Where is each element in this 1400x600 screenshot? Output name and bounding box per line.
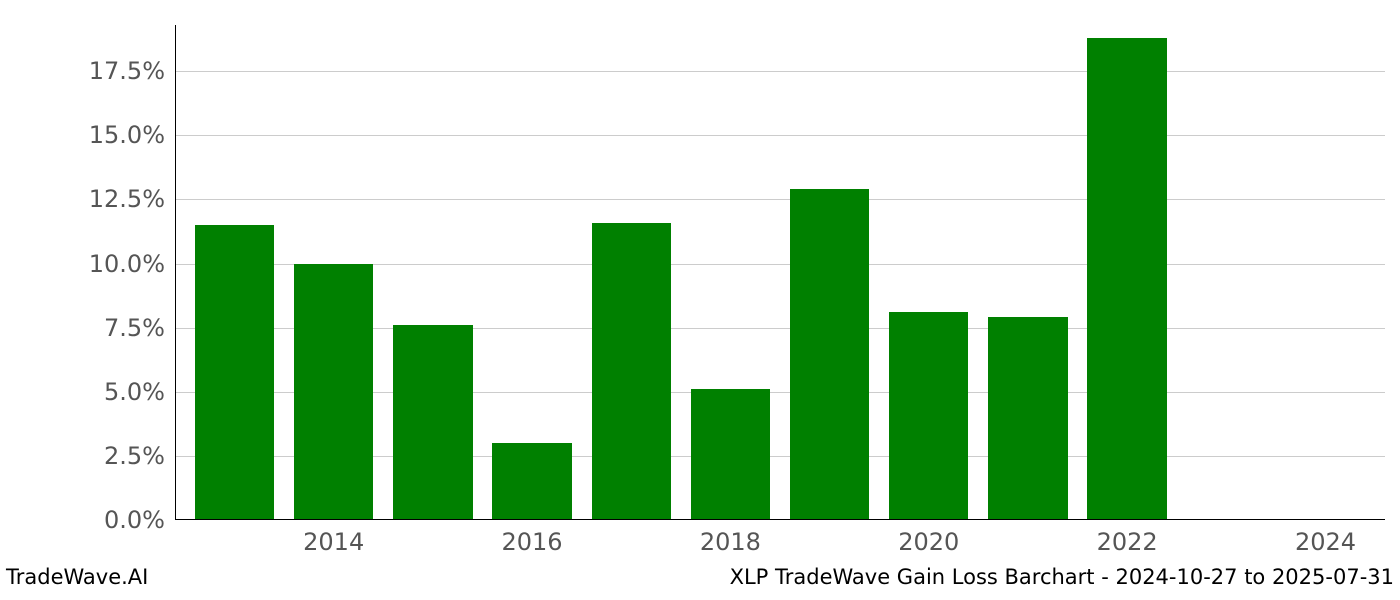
- footer-left-label: TradeWave.AI: [6, 565, 148, 589]
- bar: [592, 223, 671, 521]
- x-tick-label: 2014: [294, 528, 374, 556]
- y-tick-label: 5.0%: [75, 378, 165, 406]
- y-tick-label: 2.5%: [75, 442, 165, 470]
- bar: [393, 325, 472, 520]
- y-tick-label: 10.0%: [75, 250, 165, 278]
- x-tick-label: 2022: [1087, 528, 1167, 556]
- x-tick-label: 2018: [690, 528, 770, 556]
- bar-chart: 0.0% 2.5% 5.0% 7.5% 10.0% 12.5% 15.0% 17.5% 201…: [0, 0, 1400, 600]
- x-tick-label: 2024: [1285, 528, 1365, 556]
- bar: [889, 312, 968, 520]
- bar: [1087, 38, 1166, 520]
- x-axis-line: [175, 519, 1385, 520]
- bar: [492, 443, 571, 520]
- grid-line: [175, 71, 1385, 72]
- bar: [988, 317, 1067, 520]
- grid-line: [175, 199, 1385, 200]
- x-tick-label: 2016: [492, 528, 572, 556]
- y-axis-line: [175, 25, 176, 520]
- y-tick-label: 17.5%: [75, 57, 165, 85]
- y-tick-label: 12.5%: [75, 185, 165, 213]
- y-tick-label: 15.0%: [75, 121, 165, 149]
- footer-right-label: XLP TradeWave Gain Loss Barchart - 2024-…: [730, 565, 1394, 589]
- bar: [294, 264, 373, 520]
- plot-area: [175, 25, 1385, 520]
- y-tick-label: 0.0%: [75, 506, 165, 534]
- grid-line: [175, 135, 1385, 136]
- y-tick-label: 7.5%: [75, 314, 165, 342]
- bar: [691, 389, 770, 520]
- bar: [195, 225, 274, 520]
- x-tick-label: 2020: [889, 528, 969, 556]
- bar: [790, 189, 869, 520]
